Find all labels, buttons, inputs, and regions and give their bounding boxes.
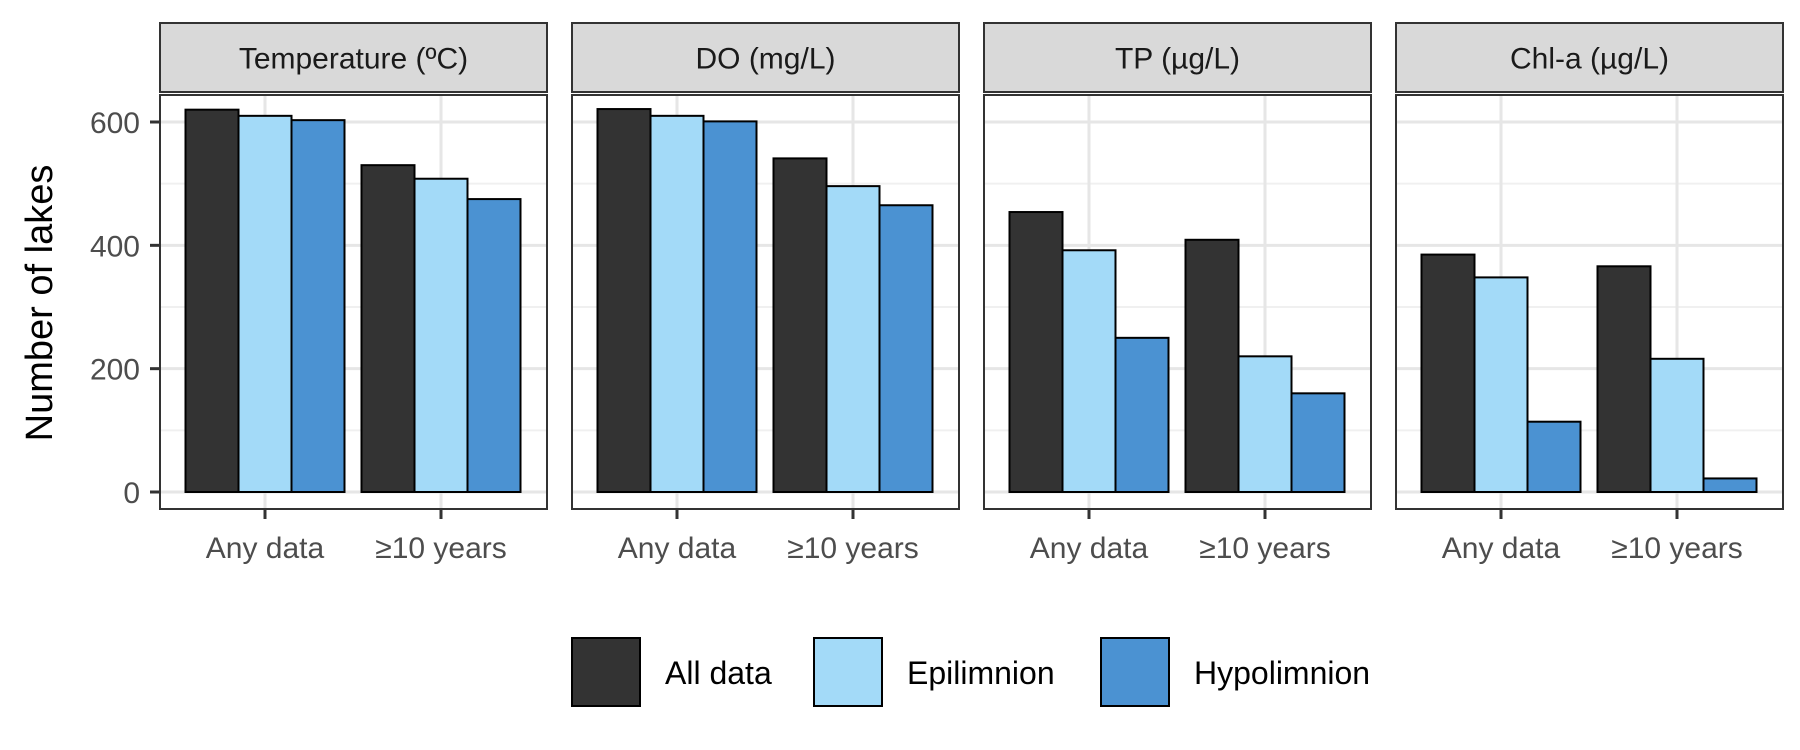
panel-border: [983, 94, 1372, 510]
bar-all-data-10-years: [772, 157, 828, 493]
legend: All data Epilimnion Hypolimnion: [571, 637, 1370, 707]
bar-epilimnion-any-data: [237, 114, 293, 493]
bar-epilimnion-any-data: [649, 114, 705, 493]
bar-all-data-10-years: [360, 164, 416, 494]
bar-all-data-10-years: [1184, 238, 1240, 493]
facet-strip: [159, 22, 548, 93]
bar-epilimnion-any-data: [1061, 249, 1117, 493]
bar-hypolimnion-any-data: [702, 120, 758, 493]
bar-epilimnion-10-years: [413, 177, 469, 493]
legend-key: [1100, 637, 1170, 707]
bar-all-data-any-data: [1420, 253, 1476, 493]
bar-hypolimnion-10-years: [878, 204, 934, 493]
bar-all-data-any-data: [184, 108, 240, 494]
x-tick-label: ≥10 years: [1199, 532, 1331, 565]
bar-hypolimnion-any-data: [290, 119, 346, 494]
x-tick-label: Any data: [1442, 532, 1561, 565]
y-tick-label: 400: [90, 230, 140, 263]
bar-hypolimnion-10-years: [1290, 392, 1346, 494]
panel-4: Chl-a (µg/L) Any data ≥10 years: [1395, 22, 1784, 565]
facet-strip-title: Chl-a (µg/L): [1510, 43, 1669, 76]
panel-2: DO (mg/L) Any data ≥10 years: [571, 22, 960, 565]
bar-hypolimnion-10-years: [1702, 477, 1758, 493]
facet-strip: [983, 22, 1372, 93]
x-tick-label: ≥10 years: [375, 532, 507, 565]
legend-label: Hypolimnion: [1194, 655, 1370, 691]
bar-epilimnion-10-years: [825, 185, 881, 493]
bar-hypolimnion-any-data: [1526, 420, 1582, 494]
legend-item-all-data: All data: [571, 637, 772, 707]
legend-item-epilimnion: Epilimnion: [813, 637, 1055, 707]
facet-strip: [1395, 22, 1784, 93]
facet-strip: [571, 22, 960, 93]
panel-border: [1395, 94, 1784, 510]
bar-epilimnion-10-years: [1237, 355, 1293, 494]
x-tick-label: Any data: [206, 532, 325, 565]
y-tick-label: 200: [90, 354, 140, 387]
bar-epilimnion-any-data: [1473, 276, 1529, 493]
panel-1: Temperature (ºC) Any data ≥10 years: [159, 22, 548, 565]
y-axis: 0 200 400 600: [90, 107, 160, 510]
y-tick-label: 0: [123, 477, 140, 510]
legend-item-hypolimnion: Hypolimnion: [1100, 637, 1370, 707]
x-tick-label: Any data: [1030, 532, 1149, 565]
legend-label: All data: [665, 655, 772, 691]
x-tick-label: Any data: [618, 532, 737, 565]
y-tick-label: 600: [90, 107, 140, 140]
legend-key: [813, 637, 883, 707]
bar-epilimnion-10-years: [1649, 357, 1705, 493]
bar-all-data-any-data: [1008, 211, 1064, 494]
panel-border: [571, 94, 960, 510]
legend-key: [571, 637, 641, 707]
bar-hypolimnion-any-data: [1114, 336, 1170, 494]
x-tick-label: ≥10 years: [1611, 532, 1743, 565]
bar-all-data-any-data: [596, 108, 652, 494]
panel-3: TP (µg/L) Any data ≥10 years: [983, 22, 1372, 565]
panel-border: [159, 94, 548, 510]
bar-hypolimnion-10-years: [466, 198, 522, 493]
facet-strip-title: DO (mg/L): [695, 43, 835, 76]
bar-all-data-10-years: [1596, 265, 1652, 493]
legend-label: Epilimnion: [907, 655, 1055, 691]
facet-strip-title: TP (µg/L): [1115, 43, 1240, 76]
y-axis-title: Number of lakes: [19, 165, 61, 442]
facet-strip-title: Temperature (ºC): [239, 43, 468, 76]
x-tick-label: ≥10 years: [787, 532, 919, 565]
